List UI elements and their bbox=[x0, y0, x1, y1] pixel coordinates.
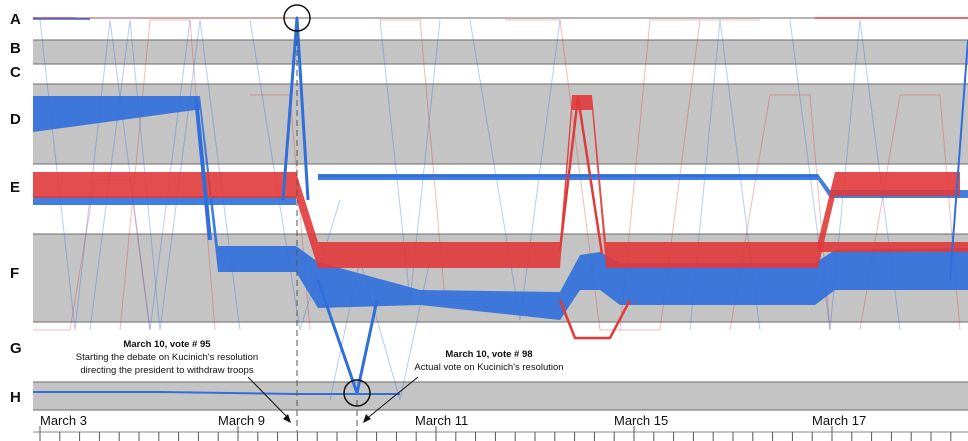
band-h bbox=[33, 382, 968, 410]
vote-98-arrow bbox=[364, 376, 419, 421]
vote-98-title: March 10, vote # 98 bbox=[445, 349, 532, 360]
vote-95-line-1: Starting the debate on Kucinich's resolu… bbox=[76, 352, 258, 363]
row-label-h: H bbox=[10, 389, 21, 406]
blue-flow-e-base bbox=[33, 196, 296, 205]
faint-red-path-3 bbox=[505, 19, 760, 331]
faint-blue-path-2 bbox=[329, 259, 431, 401]
faint-red-path-7 bbox=[859, 94, 961, 331]
red-loop-low bbox=[558, 299, 632, 340]
main-vote-flows bbox=[33, 16, 968, 395]
red-flow-e bbox=[33, 95, 960, 268]
faint-blue-path-0 bbox=[39, 19, 191, 331]
faint-red-path-5 bbox=[729, 94, 831, 331]
faint-blue-path-1 bbox=[89, 19, 241, 331]
row-label-g: G bbox=[10, 340, 22, 357]
vote-98-line-1: Actual vote on Kucinich's resolution bbox=[414, 362, 563, 373]
vote-98-highlight-circle bbox=[343, 379, 371, 407]
x-axis-ticks bbox=[33, 426, 968, 441]
x-tick-label-march-9: March 9 bbox=[218, 413, 265, 428]
vote-95-highlight-circle bbox=[283, 4, 311, 32]
x-tick-label-march-3: March 3 bbox=[40, 413, 87, 428]
x-tick-label-march-15: March 15 bbox=[614, 413, 668, 428]
vote-98-arrowhead bbox=[363, 414, 371, 423]
faint-blue-path-4 bbox=[469, 19, 561, 321]
vote-95-title: March 10, vote # 95 bbox=[123, 339, 211, 350]
x-tick-label-march-17: March 17 bbox=[812, 413, 866, 428]
blue-flow-e-upper bbox=[318, 174, 968, 198]
band-b bbox=[33, 40, 968, 64]
blue-spike-vote-95 bbox=[281, 16, 310, 201]
red-flow-e-right bbox=[818, 242, 968, 252]
row-label-f: F bbox=[10, 265, 19, 282]
x-tick-label-march-11: March 11 bbox=[415, 413, 468, 428]
faint-red-path-4 bbox=[619, 19, 700, 331]
blue-right-edge bbox=[949, 39, 968, 281]
vote-95-arrowhead bbox=[283, 414, 291, 423]
row-label-b: B bbox=[10, 40, 21, 57]
row-label-a: A bbox=[10, 11, 21, 28]
red-spike-right bbox=[558, 95, 604, 255]
blue-vertical-d-to-e bbox=[194, 97, 212, 241]
row-label-e: E bbox=[10, 179, 20, 196]
row-label-c: C bbox=[10, 64, 21, 81]
vote-95-arrow bbox=[247, 376, 291, 421]
vote-95-line-2: directing the president to withdraw troo… bbox=[80, 365, 253, 376]
faint-blue-path-5 bbox=[689, 19, 761, 331]
row-label-d: D bbox=[10, 111, 21, 128]
